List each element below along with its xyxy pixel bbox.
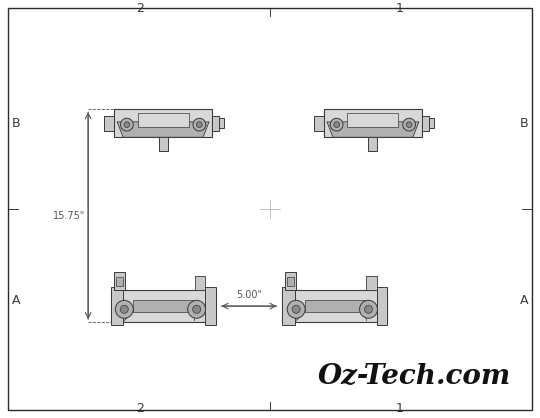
Circle shape [188, 301, 206, 318]
Bar [159, 137, 167, 151]
Bar [287, 277, 294, 285]
Bar [104, 115, 114, 131]
Circle shape [403, 118, 415, 131]
Circle shape [116, 301, 133, 318]
Bar [282, 290, 387, 322]
Circle shape [287, 301, 305, 318]
Text: 1: 1 [396, 402, 404, 415]
Circle shape [360, 301, 377, 318]
Bar [111, 290, 215, 322]
Polygon shape [327, 122, 419, 137]
Bar [114, 109, 212, 137]
Bar [305, 300, 366, 313]
Text: B: B [12, 117, 21, 130]
Circle shape [193, 118, 206, 131]
Bar [219, 118, 224, 128]
Bar [138, 112, 188, 127]
Text: 2: 2 [136, 2, 144, 15]
Text: A: A [12, 293, 21, 306]
Bar [422, 115, 429, 131]
Text: 5.00": 5.00" [236, 290, 262, 300]
Bar [113, 272, 125, 290]
Bar [282, 287, 295, 325]
Text: B: B [519, 117, 528, 130]
Text: 1: 1 [396, 2, 404, 15]
Circle shape [193, 305, 201, 314]
Text: 2: 2 [136, 402, 144, 415]
Bar [285, 272, 296, 290]
Circle shape [364, 305, 373, 314]
Circle shape [124, 122, 130, 127]
Text: A: A [519, 293, 528, 306]
Circle shape [406, 122, 412, 127]
Text: Oz-Tech.com: Oz-Tech.com [318, 362, 511, 390]
Bar [111, 287, 123, 325]
Bar [212, 115, 219, 131]
Text: 15.75": 15.75" [53, 211, 85, 221]
Polygon shape [117, 122, 209, 137]
Bar [116, 277, 123, 285]
Bar [368, 137, 377, 151]
Bar [205, 287, 215, 325]
Circle shape [330, 118, 343, 131]
Circle shape [197, 122, 202, 127]
Circle shape [120, 118, 133, 131]
Bar [133, 300, 193, 313]
Circle shape [292, 305, 300, 314]
Bar [314, 115, 324, 131]
Bar [324, 109, 422, 137]
Bar [367, 276, 377, 290]
Bar [194, 276, 205, 290]
Bar [377, 287, 387, 325]
Bar [429, 118, 434, 128]
Circle shape [334, 122, 340, 127]
Circle shape [120, 305, 129, 314]
Bar [347, 112, 399, 127]
